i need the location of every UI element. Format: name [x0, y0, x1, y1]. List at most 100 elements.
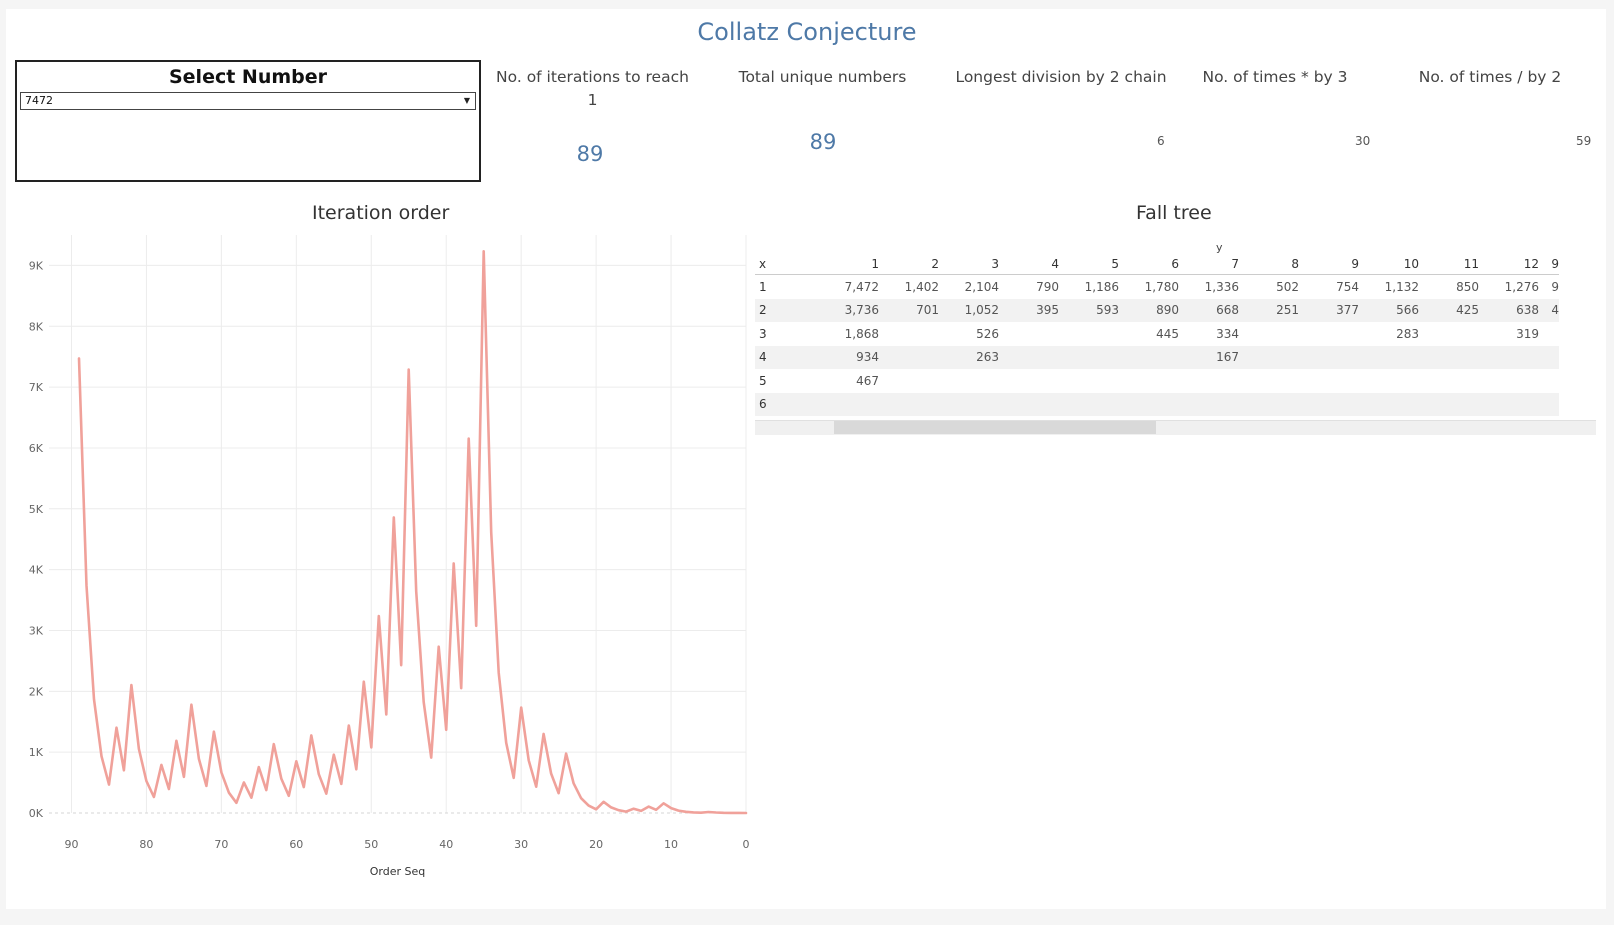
y-tick-label: 4K — [29, 564, 44, 577]
number-dropdown[interactable]: 7472 ▼ — [20, 92, 476, 110]
fall-tree-cell: 7,472 — [844, 279, 879, 294]
table-row: 5 467 — [755, 369, 1559, 393]
dashboard-title: Collatz Conjecture — [697, 18, 917, 46]
fall-tree-cell — [1179, 392, 1239, 416]
kpi-iterations-label: No. of iterations to reach 1 — [490, 66, 695, 112]
kpi-unique-label: Total unique numbers — [738, 68, 907, 86]
fall-tree-cell: 1,186 — [1084, 279, 1119, 294]
fall-tree-cell — [879, 392, 939, 416]
dropdown-value: 7472 — [25, 94, 53, 107]
fall-tree-column-header: 9 — [1299, 254, 1359, 275]
y-tick-label: 7K — [29, 381, 44, 394]
kpi-times-div2-value: 59 — [1576, 134, 1592, 148]
fall-tree-cell — [1059, 322, 1119, 346]
fall-tree-row-axis-label: x — [755, 254, 801, 275]
fall-tree-column-header: 6 — [1119, 254, 1179, 275]
fall-tree-cell: 1,052 — [939, 298, 999, 322]
fall-tree-cell: 754 — [1336, 279, 1359, 294]
fall-tree-cell — [1419, 369, 1479, 393]
fall-tree-cell — [1059, 369, 1119, 393]
fall-tree-cell — [1299, 345, 1359, 369]
fall-tree-cell — [1299, 322, 1359, 346]
fall-tree-column-header: 3 — [939, 254, 999, 275]
fall-tree-cell — [1479, 345, 1539, 369]
fall-tree-cell — [1179, 369, 1239, 393]
fall-tree-cell — [999, 369, 1059, 393]
fall-tree-row-header: 2 — [755, 298, 801, 322]
fall-tree-cell — [879, 322, 939, 346]
fall-tree-cell — [999, 345, 1059, 369]
fall-tree-cell — [1359, 345, 1419, 369]
table-row: 4 934 263 167 — [755, 345, 1559, 369]
kpi-times-mul3-value: 30 — [1355, 134, 1371, 148]
y-tick-label: 2K — [29, 685, 44, 698]
fall-tree-cell: 790 — [1036, 279, 1059, 294]
fall-tree-cell: 251 — [1239, 298, 1299, 322]
fall-tree-scrollbar-thumb[interactable] — [834, 421, 1156, 434]
fall-tree-column-header: 7 — [1179, 254, 1239, 275]
fall-tree-cell: 283 — [1396, 326, 1419, 341]
x-tick-label: 80 — [139, 838, 153, 851]
fall-tree-cell — [999, 392, 1059, 416]
x-tick-label: 60 — [289, 838, 303, 851]
fall-tree-cell — [1059, 345, 1119, 369]
fall-tree-cell — [1419, 345, 1479, 369]
fall-tree-row-header: 3 — [759, 326, 767, 341]
fall-tree-cell — [1419, 392, 1479, 416]
fall-tree-header-row: x 1 2 3 4 5 6 7 8 9 10 11 12 9 — [755, 254, 1559, 275]
fall-tree-cell: 2,104 — [964, 279, 999, 294]
fall-tree-cell: 668 — [1179, 298, 1239, 322]
fall-tree-cell: 3,736 — [801, 298, 879, 322]
fall-tree-cell — [1119, 392, 1179, 416]
x-tick-label: 10 — [664, 838, 678, 851]
fall-tree-body: 1 7,472 1,402 2,104 790 1,186 1,780 1,336 502 754… — [755, 275, 1559, 416]
fall-tree-cell: 934 — [801, 345, 879, 369]
fall-tree-cell — [1359, 392, 1419, 416]
fall-tree-cell: 566 — [1359, 298, 1419, 322]
kpi-iterations-value: 89 — [576, 142, 604, 166]
fall-tree-column-header: 12 — [1479, 254, 1539, 275]
kpi-times-mul3-label: No. of times * by 3 — [1202, 68, 1348, 86]
x-axis-title: Order Seq — [370, 865, 426, 878]
fall-tree-cell: 593 — [1059, 298, 1119, 322]
fall-tree-table: x 1 2 3 4 5 6 7 8 9 10 11 12 9 1 7,472 1,402 2,104 790 1,1… — [755, 254, 1559, 416]
fall-tree-cell — [939, 369, 999, 393]
fall-tree-column-axis-label: y — [1216, 241, 1223, 254]
y-tick-label: 3K — [29, 624, 44, 637]
fall-tree-cell — [1239, 392, 1299, 416]
x-tick-label: 0 — [743, 838, 750, 851]
fall-tree-row-header: 5 — [759, 373, 767, 388]
fall-tree-cell: 638 — [1479, 298, 1539, 322]
fall-tree-cell: 167 — [1179, 345, 1239, 369]
y-tick-label: 0K — [29, 807, 44, 820]
fall-tree-cell: 850 — [1456, 279, 1479, 294]
table-row: 1 7,472 1,402 2,104 790 1,186 1,780 1,336 502 754… — [755, 275, 1559, 299]
fall-tree-cell: 395 — [999, 298, 1059, 322]
fall-tree-column-header: 9 — [1539, 254, 1559, 275]
x-tick-label: 70 — [214, 838, 228, 851]
fall-tree-cell — [1119, 345, 1179, 369]
fall-tree-cell: 890 — [1119, 298, 1179, 322]
kpi-iterations-label-line2: 1 — [587, 91, 598, 109]
fall-tree-cell — [1239, 369, 1299, 393]
y-tick-label: 6K — [29, 442, 44, 455]
fall-tree-cell: 1,336 — [1204, 279, 1239, 294]
fall-tree-row-header: 4 — [755, 345, 801, 369]
fall-tree-cell: 9 — [1551, 279, 1559, 294]
fall-tree-cell: 1,868 — [844, 326, 879, 341]
x-tick-label: 90 — [64, 838, 78, 851]
x-tick-label: 40 — [439, 838, 453, 851]
kpi-times-div2-label: No. of times / by 2 — [1418, 68, 1562, 86]
y-tick-label: 9K — [29, 259, 44, 272]
fall-tree-cell: 334 — [1216, 326, 1239, 341]
fall-tree-cell: 701 — [879, 298, 939, 322]
number-selector-panel: Select Number 7472 ▼ — [15, 60, 481, 182]
fall-tree-column-header: 4 — [999, 254, 1059, 275]
kpi-longest-div2-value: 6 — [1157, 134, 1165, 148]
fall-tree-cell — [1419, 322, 1479, 346]
fall-tree-cell — [1239, 322, 1299, 346]
chevron-down-icon[interactable]: ▼ — [463, 96, 470, 105]
fall-tree-cell — [1539, 345, 1559, 369]
y-tick-label: 5K — [29, 503, 44, 516]
fall-tree-cell: 467 — [856, 373, 879, 388]
